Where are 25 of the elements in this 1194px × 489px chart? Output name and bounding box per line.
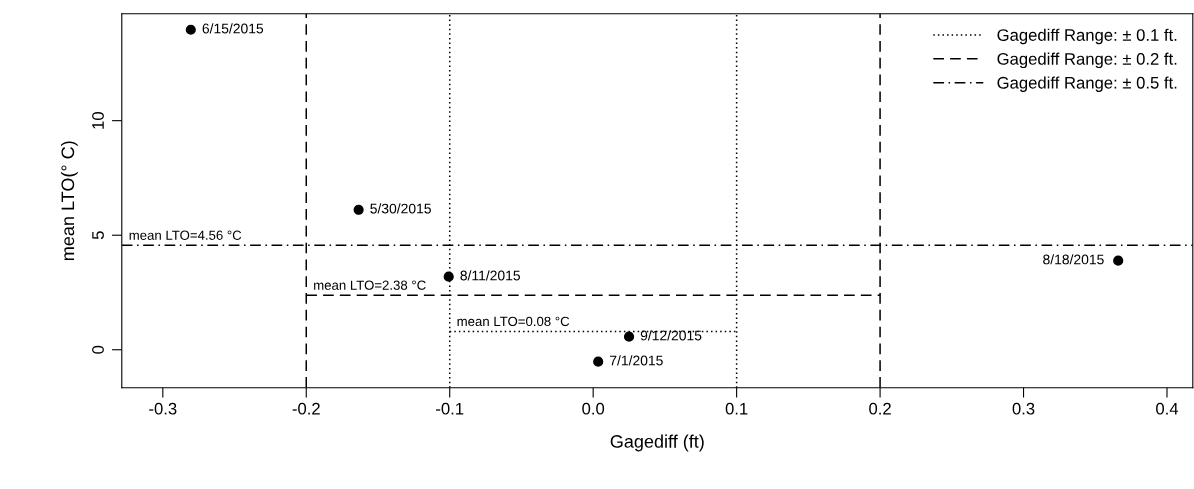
y-tick-label: 10 bbox=[92, 112, 104, 129]
annotation: mean LTO=0.08 °C bbox=[457, 316, 570, 327]
x-tick-label: -0.3 bbox=[149, 402, 177, 415]
x-tick-label: 0.1 bbox=[725, 402, 748, 415]
annotation: mean LTO=2.38 °C bbox=[314, 280, 426, 290]
legend-label: Gagediff Range: ± 0.2 ft. bbox=[997, 52, 1177, 69]
annotation: 8/18/2015 bbox=[1043, 254, 1104, 265]
annotation: 6/15/2015 bbox=[202, 23, 264, 34]
y-tick-label: 5 bbox=[92, 231, 104, 240]
x-axis-title: Gagediff (ft) bbox=[610, 434, 704, 452]
annotation: 5/30/2015 bbox=[370, 203, 431, 214]
annotation: 9/12/2015 bbox=[640, 330, 702, 341]
y-tick-label: 0 bbox=[92, 345, 104, 354]
legend-label: Gagediff Range: ± 0.5 ft. bbox=[997, 76, 1177, 92]
x-tick-label: 0.0 bbox=[582, 402, 605, 415]
x-tick-label: -0.1 bbox=[436, 402, 464, 415]
x-tick-label: 0.3 bbox=[1012, 402, 1035, 415]
x-tick-label: 0.4 bbox=[1156, 402, 1179, 415]
y-axis-title: mean LTO(° C) bbox=[60, 141, 78, 261]
annotation: mean LTO=4.56 °C bbox=[129, 230, 242, 240]
legend-label: Gagediff Range: ± 0.1 ft. bbox=[997, 28, 1177, 45]
annotation: 7/1/2015 bbox=[610, 355, 663, 366]
annotation: 8/11/2015 bbox=[460, 270, 521, 281]
x-tick-label: 0.2 bbox=[869, 402, 891, 415]
x-tick-label: -0.2 bbox=[292, 402, 320, 415]
